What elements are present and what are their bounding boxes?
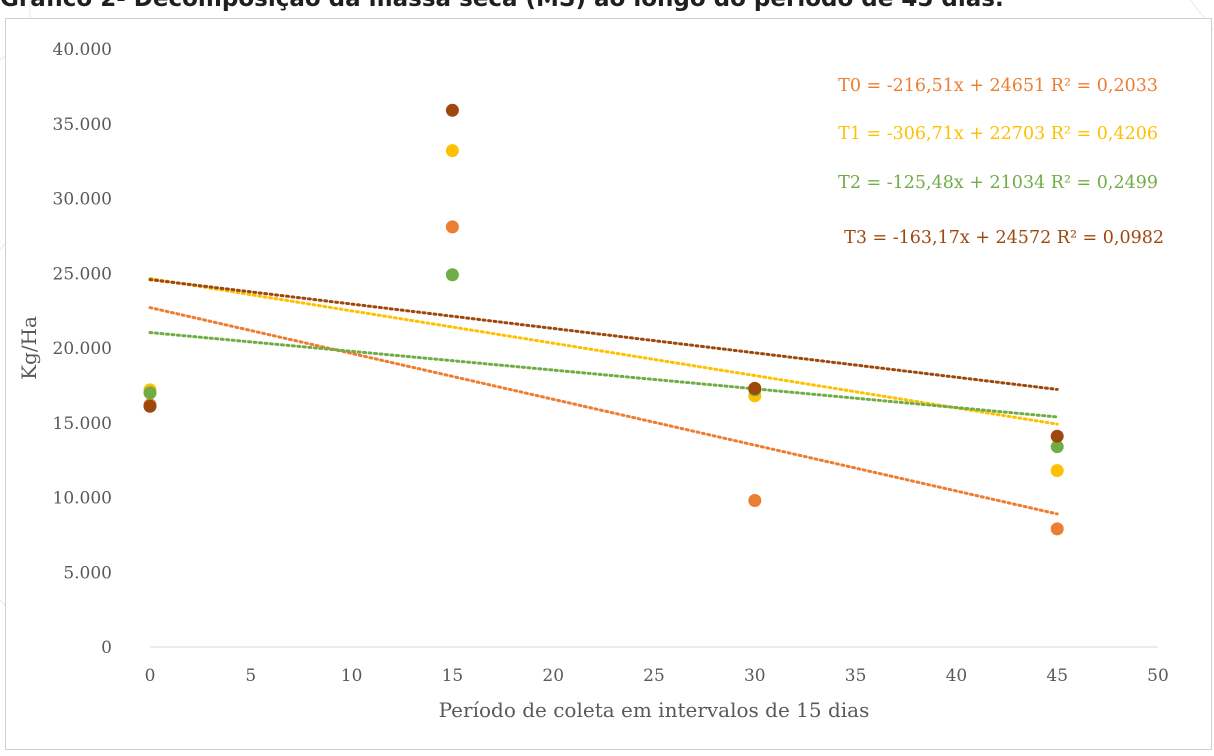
y-tick-label: 35.000 — [53, 115, 112, 135]
t2-trendline — [148, 331, 1059, 419]
t0-point — [748, 493, 762, 507]
t1-trendline — [148, 276, 1059, 426]
x-axis-title: Período de coleta em intervalos de 15 di… — [439, 698, 870, 722]
trendlines — [148, 276, 1059, 516]
y-tick-label: 10.000 — [53, 489, 112, 509]
x-tick-label: 45 — [1046, 666, 1068, 686]
x-tick-label: 50 — [1147, 666, 1169, 686]
x-tick-label: 25 — [643, 666, 665, 686]
t2-point — [445, 268, 459, 282]
x-tick-label: 15 — [442, 666, 464, 686]
trendline-equations: T0 = -216,51x + 24651 R² = 0,2033 T1 = -3… — [838, 76, 1164, 248]
t0-trendline — [148, 306, 1059, 516]
t3-point — [445, 103, 459, 117]
t3-point — [1050, 429, 1064, 443]
y-tick-label: 0 — [101, 638, 112, 658]
x-tick-label: 10 — [341, 666, 363, 686]
t1-equation-label: T1 = -306,71x + 22703 R² = 0,4206 — [838, 124, 1158, 144]
data-points — [143, 103, 1064, 536]
t3-equation-label: T3 = -163,17x + 24572 R² = 0,0982 — [844, 228, 1164, 248]
y-tick-label: 25.000 — [53, 264, 112, 284]
t1-point — [445, 144, 459, 158]
axes: 0 5.000 10.000 15.000 20.000 25.000 30.000 35.0… — [53, 40, 1169, 686]
y-tick-label: 20.000 — [53, 339, 112, 359]
chart-area: 0 5.000 10.000 15.000 20.000 25.000 30.000 35.0… — [5, 18, 1212, 750]
y-tick-label: 15.000 — [53, 414, 112, 434]
y-tick-label: 30.000 — [53, 190, 112, 210]
y-tick-label: 5.000 — [63, 563, 112, 583]
t2-point — [143, 386, 157, 400]
t0-equation-label: T0 = -216,51x + 24651 R² = 0,2033 — [838, 76, 1158, 96]
x-tick-label: 0 — [145, 666, 156, 686]
t3-point — [143, 399, 157, 413]
x-tick-label: 40 — [946, 666, 968, 686]
figure-caption: Gráfico 2- Decomposição da massa seca (M… — [0, 0, 1004, 12]
t0-point — [1050, 522, 1064, 536]
x-tick-label: 5 — [245, 666, 256, 686]
scatter-chart: 0 5.000 10.000 15.000 20.000 25.000 30.000 35.0… — [17, 40, 1169, 722]
t3-point — [748, 381, 762, 395]
y-tick-label: 40.000 — [53, 40, 112, 60]
y-axis-title: Kg/Ha — [17, 316, 41, 380]
t0-point — [445, 220, 459, 234]
x-tick-label: 35 — [845, 666, 867, 686]
t2-equation-label: T2 = -125,48x + 21034 R² = 0,2499 — [838, 173, 1158, 193]
x-tick-label: 30 — [744, 666, 766, 686]
t2-point — [1050, 440, 1064, 454]
x-tick-label: 20 — [542, 666, 564, 686]
t3-trendline — [148, 278, 1059, 391]
t1-point — [1050, 464, 1064, 478]
